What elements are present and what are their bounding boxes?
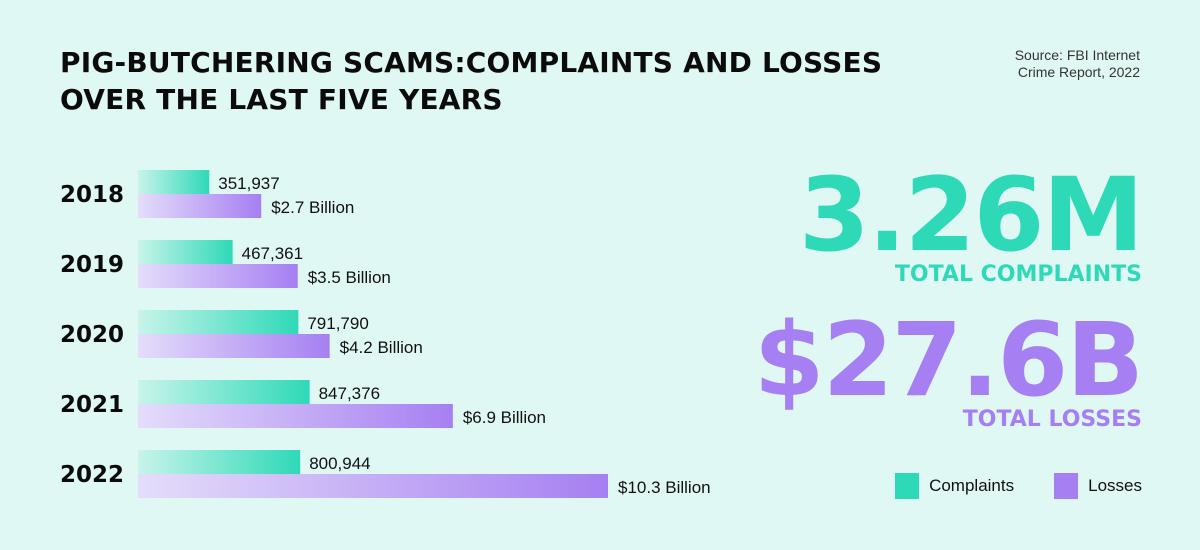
losses-bar — [138, 334, 330, 358]
complaints-value-label: 847,376 — [319, 384, 380, 403]
chart-title: PIG-BUTCHERING SCAMS:COMPLAINTS AND LOSS… — [60, 44, 960, 118]
complaints-bar — [138, 450, 301, 474]
year-label: 2021 — [60, 392, 124, 418]
complaints-bar — [138, 310, 299, 334]
losses-bar — [138, 474, 608, 498]
complaints-value-label: 351,937 — [218, 174, 279, 193]
losses-bar — [138, 264, 298, 288]
total-complaints-label: TOTAL COMPLAINTS — [894, 262, 1142, 287]
legend-item-complaints: Complaints — [895, 473, 1014, 499]
legend-swatch-complaints — [895, 473, 920, 499]
legend-label-losses: Losses — [1088, 476, 1142, 495]
bar-chart: 2018 351,937 $2.7 Billion 2019 467,361 $3.5 B… — [60, 170, 711, 498]
losses-value-label: $10.3 Billion — [618, 478, 711, 497]
losses-bar — [138, 404, 453, 428]
source-line-2: Crime Report, 2022 — [1017, 64, 1140, 80]
complaints-value-label: 791,790 — [307, 314, 368, 333]
complaints-bar — [138, 170, 210, 194]
chart-legend: Complaints Losses — [895, 473, 1142, 499]
losses-value-label: $6.9 Billion — [463, 408, 546, 427]
total-losses-label: TOTAL LOSSES — [962, 407, 1142, 432]
year-label: 2019 — [60, 252, 124, 278]
total-losses-value: $27.6B — [753, 301, 1144, 420]
legend-label-complaints: Complaints — [929, 476, 1015, 495]
losses-bar — [138, 194, 262, 218]
total-complaints-value: 3.26M — [798, 156, 1144, 275]
complaints-value-label: 467,361 — [242, 244, 303, 263]
chart-title-line-1: PIG-BUTCHERING SCAMS:COMPLAINTS AND LOSS… — [60, 46, 883, 79]
complaints-value-label: 800,944 — [309, 454, 370, 473]
losses-value-label: $3.5 Billion — [308, 268, 391, 287]
year-label: 2018 — [60, 182, 124, 208]
complaints-bar — [138, 240, 233, 264]
losses-value-label: $2.7 Billion — [271, 198, 354, 217]
source-line-1: Source: FBI Internet — [1014, 47, 1140, 63]
legend-item-losses: Losses — [1054, 473, 1142, 499]
year-label: 2020 — [60, 322, 124, 348]
total-losses-stat: $27.6B TOTAL LOSSES — [753, 301, 1144, 432]
year-label: 2022 — [60, 462, 124, 488]
legend-swatch-losses — [1054, 473, 1079, 499]
total-complaints-stat: 3.26M TOTAL COMPLAINTS — [798, 156, 1144, 287]
chart-title-line-2: OVER THE LAST FIVE YEARS — [60, 83, 503, 116]
source-note: Source: FBI Internet Crime Report, 2022 — [1015, 47, 1140, 81]
losses-value-label: $4.2 Billion — [340, 338, 423, 357]
complaints-bar — [138, 380, 310, 404]
